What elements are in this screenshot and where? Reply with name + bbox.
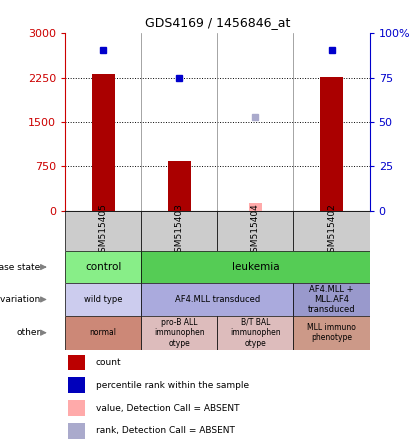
Text: count: count [96, 358, 121, 367]
Text: leukemia: leukemia [231, 262, 279, 272]
Bar [68, 355, 85, 370]
Text: wild type: wild type [84, 295, 122, 304]
Bar [68, 423, 85, 439]
Text: GSM515405: GSM515405 [99, 203, 108, 258]
Bar [65, 211, 141, 251]
Bar [68, 400, 85, 416]
Text: disease state: disease state [0, 262, 40, 272]
Bar [249, 203, 262, 211]
Bar [218, 316, 294, 350]
Text: other: other [16, 328, 40, 337]
Text: AF4.MLL transduced: AF4.MLL transduced [175, 295, 260, 304]
Text: MLL immuno
phenotype: MLL immuno phenotype [307, 323, 356, 342]
Bar [141, 211, 218, 251]
Bar [92, 74, 115, 211]
Text: control: control [85, 262, 121, 272]
Text: percentile rank within the sample: percentile rank within the sample [96, 381, 249, 390]
Text: value, Detection Call = ABSENT: value, Detection Call = ABSENT [96, 404, 239, 412]
Text: AF4.MLL +
MLL.AF4
transduced: AF4.MLL + MLL.AF4 transduced [308, 285, 355, 314]
Text: pro-B ALL
immunophen
otype: pro-B ALL immunophen otype [154, 318, 205, 348]
Bar [168, 161, 191, 211]
Text: GSM515403: GSM515403 [175, 203, 184, 258]
Bar [294, 211, 370, 251]
Text: rank, Detection Call = ABSENT: rank, Detection Call = ABSENT [96, 426, 234, 435]
Bar [65, 251, 141, 283]
Text: normal: normal [89, 328, 117, 337]
Bar [65, 316, 141, 350]
Title: GDS4169 / 1456846_at: GDS4169 / 1456846_at [144, 16, 290, 29]
Bar [320, 77, 343, 211]
Text: GSM515402: GSM515402 [327, 203, 336, 258]
Bar [65, 283, 141, 316]
Text: GSM515404: GSM515404 [251, 203, 260, 258]
Bar [294, 283, 370, 316]
Bar [68, 377, 85, 393]
Text: B/T BAL
immunophen
otype: B/T BAL immunophen otype [230, 318, 281, 348]
Bar [218, 211, 294, 251]
Bar [294, 316, 370, 350]
Bar [141, 316, 218, 350]
Bar [141, 283, 294, 316]
Text: genotype/variation: genotype/variation [0, 295, 40, 304]
Bar [141, 251, 370, 283]
